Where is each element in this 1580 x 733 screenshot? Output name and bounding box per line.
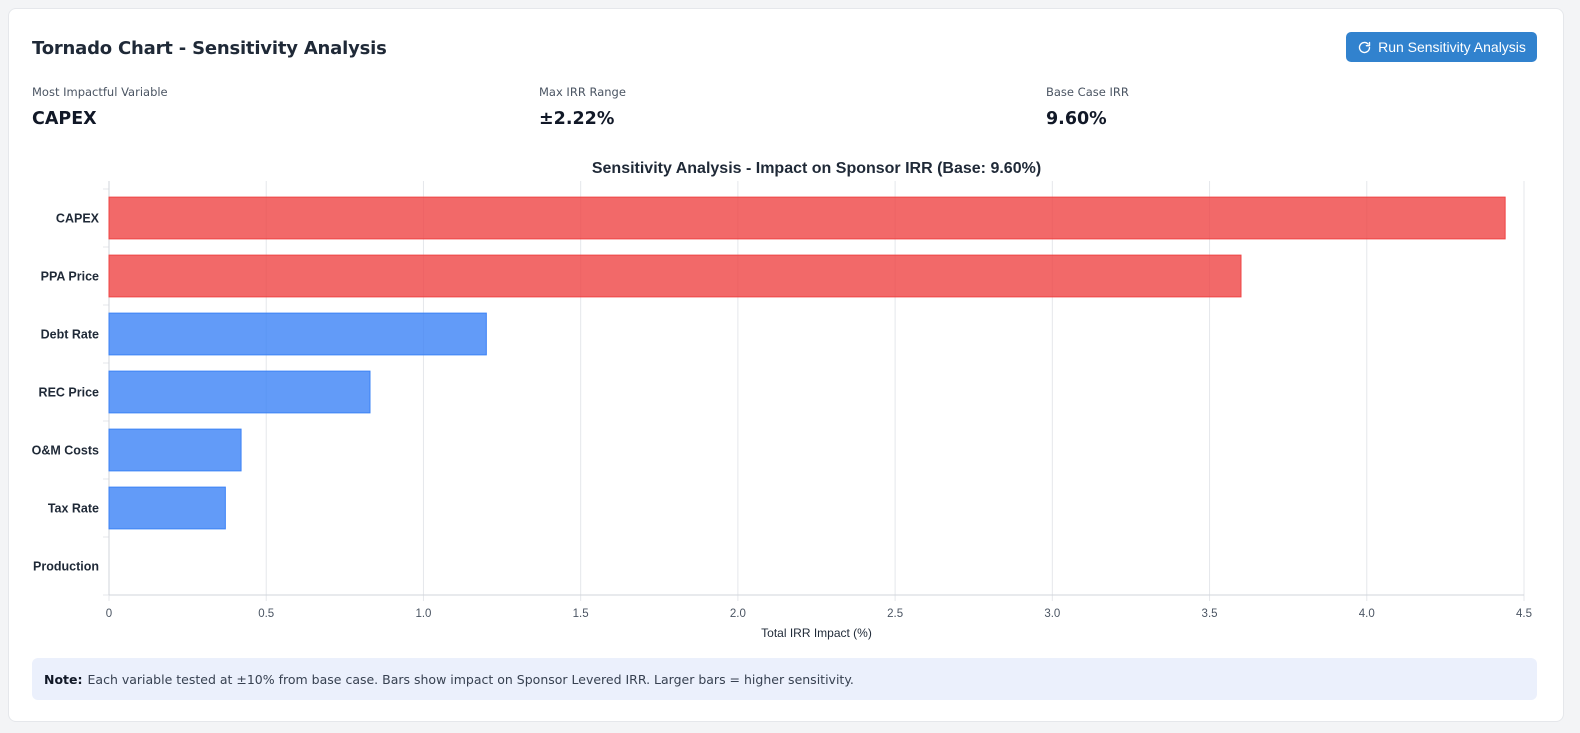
metric-most-impactful: Most Impactful Variable CAPEX bbox=[32, 85, 168, 129]
y-tick-label: Debt Rate bbox=[41, 328, 99, 342]
metric-label: Max IRR Range bbox=[539, 85, 626, 99]
x-tick-label: 3.5 bbox=[1202, 608, 1218, 620]
metric-value: ±2.22% bbox=[539, 109, 615, 129]
run-button-label: Run Sensitivity Analysis bbox=[1378, 39, 1526, 55]
bar bbox=[108, 486, 226, 530]
x-tick-label: 2.5 bbox=[887, 608, 903, 620]
x-tick-label: 4.5 bbox=[1516, 608, 1532, 620]
y-tick-label: Tax Rate bbox=[48, 502, 99, 516]
note-box: Note: Each variable tested at ±10% from … bbox=[32, 658, 1537, 700]
x-tick-label: 3.0 bbox=[1044, 608, 1060, 620]
metric-value: CAPEX bbox=[32, 109, 97, 129]
y-tick-label: PPA Price bbox=[41, 270, 99, 284]
note-label: Note: bbox=[44, 671, 83, 687]
x-tick-label: 0.5 bbox=[258, 608, 274, 620]
x-tick-label: 4.0 bbox=[1359, 608, 1375, 620]
bar bbox=[108, 428, 242, 472]
x-tick-label: 1.0 bbox=[415, 608, 431, 620]
bar bbox=[108, 254, 1242, 298]
metric-base-case-irr: Base Case IRR 9.60% bbox=[1046, 85, 1129, 129]
metric-label: Base Case IRR bbox=[1046, 85, 1129, 99]
card-title: Tornado Chart - Sensitivity Analysis bbox=[32, 38, 387, 59]
metric-value: 9.60% bbox=[1046, 109, 1107, 129]
x-tick-label: 1.5 bbox=[573, 608, 589, 620]
bar bbox=[108, 312, 487, 356]
refresh-icon bbox=[1358, 41, 1371, 53]
y-tick-label: REC Price bbox=[39, 386, 99, 400]
chart-title: Sensitivity Analysis - Impact on Sponsor… bbox=[592, 160, 1041, 177]
bar bbox=[108, 196, 1506, 240]
bar bbox=[108, 370, 371, 414]
tornado-chart: Sensitivity Analysis - Impact on Sponsor… bbox=[9, 149, 1565, 659]
x-tick-label: 2.0 bbox=[730, 608, 746, 620]
sensitivity-card: Tornado Chart - Sensitivity Analysis Run… bbox=[8, 8, 1564, 722]
chart-svg: Sensitivity Analysis - Impact on Sponsor… bbox=[32, 160, 1532, 640]
x-axis-label: Total IRR Impact (%) bbox=[761, 626, 872, 640]
metric-label: Most Impactful Variable bbox=[32, 85, 168, 99]
run-sensitivity-button[interactable]: Run Sensitivity Analysis bbox=[1346, 32, 1537, 62]
y-tick-label: CAPEX bbox=[56, 212, 100, 226]
y-tick-label: O&M Costs bbox=[32, 444, 99, 458]
metric-max-irr-range: Max IRR Range ±2.22% bbox=[539, 85, 626, 129]
note-text: Each variable tested at ±10% from base c… bbox=[87, 671, 854, 687]
x-tick-label: 0 bbox=[106, 608, 112, 620]
y-tick-label: Production bbox=[33, 560, 99, 574]
